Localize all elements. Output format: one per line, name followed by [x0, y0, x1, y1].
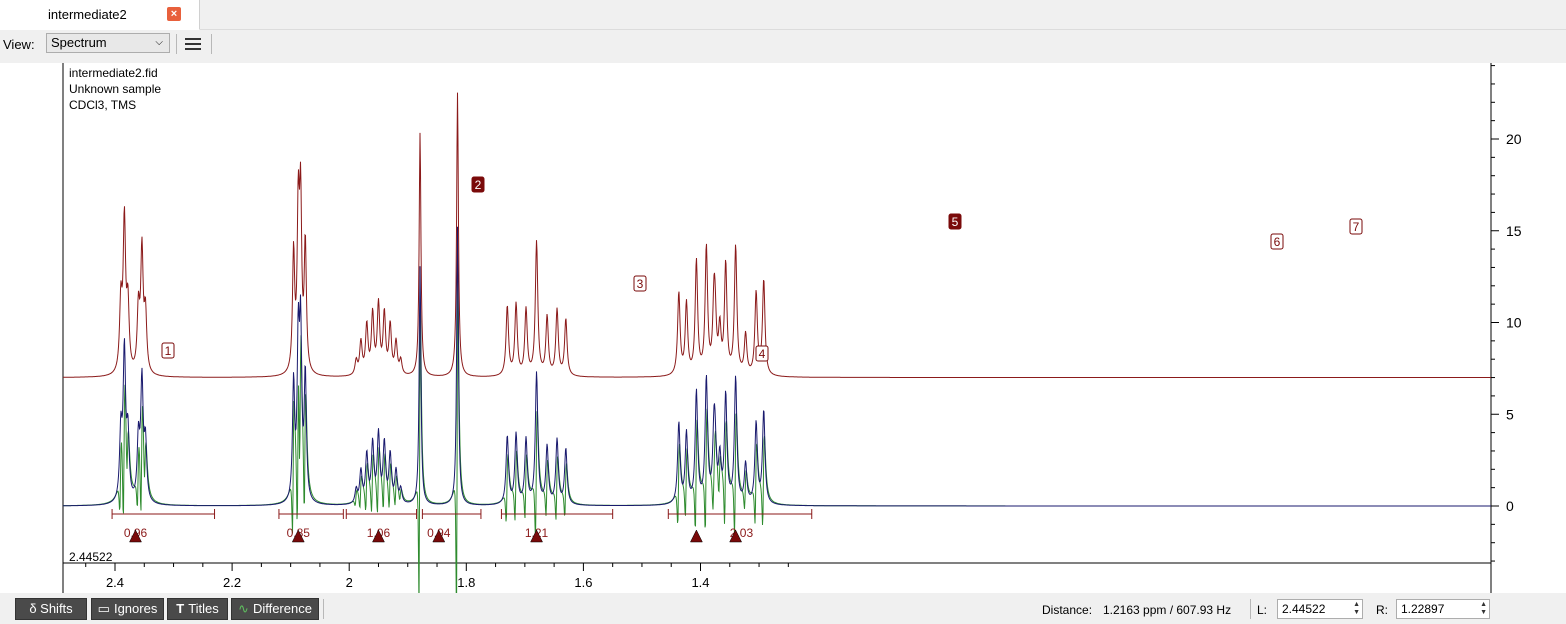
separator: [1250, 599, 1251, 619]
info-sample: Unknown sample: [69, 82, 162, 96]
multiplet-label: 3: [637, 277, 644, 291]
bottom-toolbar: δ Shifts ▭ Ignores T Titles ∿ Difference Di…: [0, 594, 1566, 624]
view-toolbar: View: Spectrum ⌵: [0, 30, 1566, 58]
multiplet-label-box: [755, 345, 769, 362]
x-tick-label: 1.8: [457, 575, 475, 590]
right-spinbox-value: 1.22897: [1401, 602, 1445, 616]
multiplet-marker: [291, 529, 305, 543]
ignores-label: Ignores: [113, 601, 158, 616]
x-tick-label: 2.4: [106, 575, 124, 590]
multiplet-label-box: [948, 213, 962, 230]
multiplet-label: 2: [475, 178, 482, 192]
x-tick-label: 1.4: [691, 575, 709, 590]
multiplet-label: 6: [1274, 235, 1281, 249]
multiplet-marker: [530, 529, 543, 543]
titles-label: Titles: [188, 601, 219, 616]
difference-icon: ∿: [238, 601, 249, 616]
multiplet-label: 5: [952, 215, 959, 229]
multiplet-marker: [729, 529, 743, 543]
multiplet-marker: [432, 529, 446, 543]
separator: [323, 599, 324, 619]
multiplet-label-box: [471, 176, 485, 193]
y-tick-label: 0: [1506, 498, 1514, 514]
multiplet-marker: [372, 529, 385, 543]
view-label: View:: [3, 37, 35, 52]
multiplet-marker: [689, 529, 703, 543]
tab-title: intermediate2: [48, 7, 127, 22]
y-tick-label: 20: [1506, 131, 1522, 147]
x-tick-label: 2.2: [223, 575, 241, 590]
chevron-down-icon: ⌵: [155, 37, 163, 48]
separator: [176, 34, 177, 54]
distance-label: Distance:: [1042, 603, 1093, 617]
spin-arrows-icon[interactable]: ▲ ▼: [1480, 601, 1487, 616]
info-solvent: CDCl3, TMS: [69, 98, 137, 112]
menu-icon[interactable]: [183, 35, 205, 53]
tab-intermediate2[interactable]: intermediate2 ×: [0, 0, 200, 30]
tab-bar: intermediate2 ×: [0, 0, 1566, 30]
info-filename: intermediate2.fid: [69, 66, 158, 80]
multiplet-label: 7: [1353, 220, 1360, 234]
left-label: L:: [1257, 603, 1268, 617]
fitted-trace: [63, 92, 1491, 378]
multiplet-label: 1: [165, 344, 172, 358]
difference-label: Difference: [252, 601, 312, 616]
shifts-button[interactable]: δ Shifts: [15, 598, 87, 620]
y-tick-label: 5: [1506, 406, 1514, 422]
separator: [211, 34, 212, 54]
cursor-position-readout: 2.44522: [69, 550, 113, 564]
left-spinbox-value: 2.44522: [1282, 602, 1326, 616]
multiplet-label-box: [1349, 218, 1363, 235]
multiplet-label-box: [633, 275, 647, 292]
x-tick-label: 2: [346, 575, 353, 590]
difference-trace: [63, 279, 1491, 624]
titles-button[interactable]: T Titles: [167, 598, 228, 620]
multiplet-label-box: [1270, 233, 1284, 250]
left-spinbox[interactable]: 2.44522 ▲ ▼: [1277, 599, 1363, 619]
right-label: R:: [1376, 603, 1388, 617]
view-select-value: Spectrum: [51, 35, 107, 50]
difference-button[interactable]: ∿ Difference: [231, 598, 319, 620]
distance-value: 1.2163 ppm / 607.93 Hz: [1103, 603, 1232, 617]
y-tick-label: 10: [1506, 315, 1522, 331]
experimental-trace: [63, 226, 1491, 507]
view-select[interactable]: Spectrum ⌵: [46, 33, 170, 53]
ignores-icon: ▭: [97, 601, 110, 616]
close-icon[interactable]: ×: [167, 7, 181, 21]
multiplet-marker: [129, 529, 142, 543]
multiplet-label-box: [161, 342, 175, 359]
x-tick-label: 1.6: [574, 575, 592, 590]
multiplet-label: 4: [759, 347, 766, 361]
right-spinbox[interactable]: 1.22897 ▲ ▼: [1396, 599, 1490, 619]
spin-arrows-icon[interactable]: ▲ ▼: [1353, 601, 1360, 616]
titles-icon: T: [176, 601, 185, 616]
ignores-button[interactable]: ▭ Ignores: [91, 598, 164, 620]
y-tick-label: 15: [1506, 223, 1522, 239]
